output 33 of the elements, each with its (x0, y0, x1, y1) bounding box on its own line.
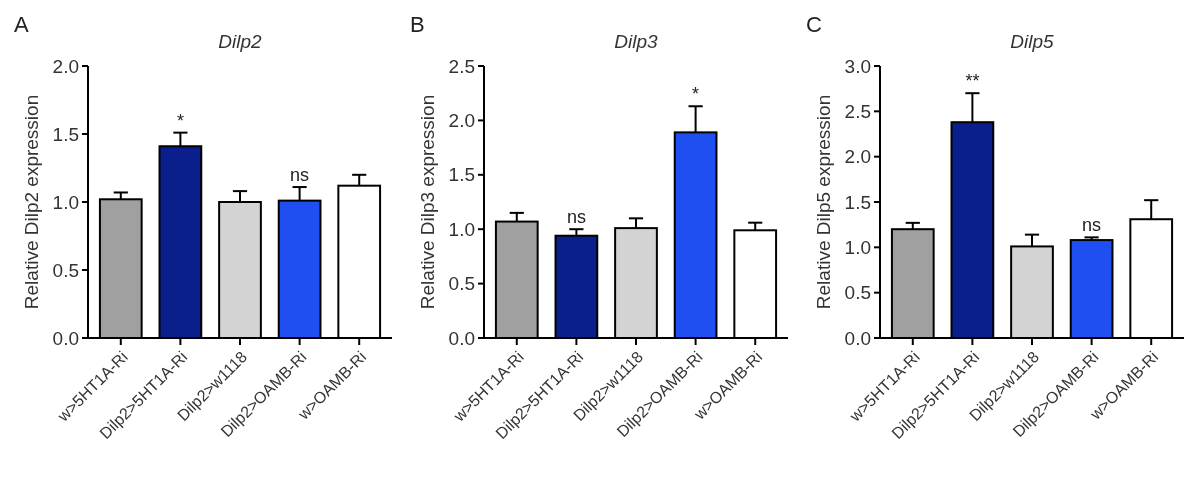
y-axis-title: Relative Dilp3 expression (417, 94, 438, 310)
y-tick-label: 1.5 (52, 123, 79, 145)
annotation: ** (965, 71, 980, 92)
annotation: ns (290, 165, 310, 186)
y-tick-label: 2.0 (844, 146, 871, 168)
y-tick-label: 1.5 (844, 191, 871, 213)
y-tick-label: 3.0 (844, 55, 871, 77)
y-tick-label: 1.5 (448, 164, 475, 186)
chart-title: Dilp3 (614, 31, 659, 52)
chart-title: Dilp5 (1010, 31, 1055, 52)
annotation: * (692, 84, 700, 105)
annotation: ns (566, 207, 586, 228)
y-tick-label: 1.0 (844, 236, 871, 258)
text: B (410, 12, 425, 37)
y-tick-label: 2.0 (52, 55, 79, 77)
y-tick-label: 0.0 (844, 327, 871, 349)
annotation: * (176, 110, 184, 131)
y-tick-label: 0.5 (52, 259, 79, 281)
chart-title: Dilp2 (218, 31, 263, 52)
y-tick-label: 0.5 (844, 282, 871, 304)
y-axis-title: Relative Dilp5 expression (813, 94, 834, 310)
y-tick-label: 0.5 (448, 273, 475, 295)
y-tick-label: 2.5 (844, 100, 871, 122)
annotation: ns (1082, 215, 1102, 236)
y-tick-label: 1.0 (52, 191, 79, 213)
y-axis-title: Relative Dilp2 expression (21, 94, 42, 310)
y-tick-label: 0.0 (52, 327, 79, 349)
text: C (806, 12, 822, 37)
text: A (14, 12, 29, 37)
y-tick-label: 1.0 (448, 218, 475, 240)
y-tick-label: 0.0 (448, 327, 475, 349)
y-tick-label: 2.0 (448, 110, 475, 132)
y-tick-label: 2.5 (448, 55, 475, 77)
